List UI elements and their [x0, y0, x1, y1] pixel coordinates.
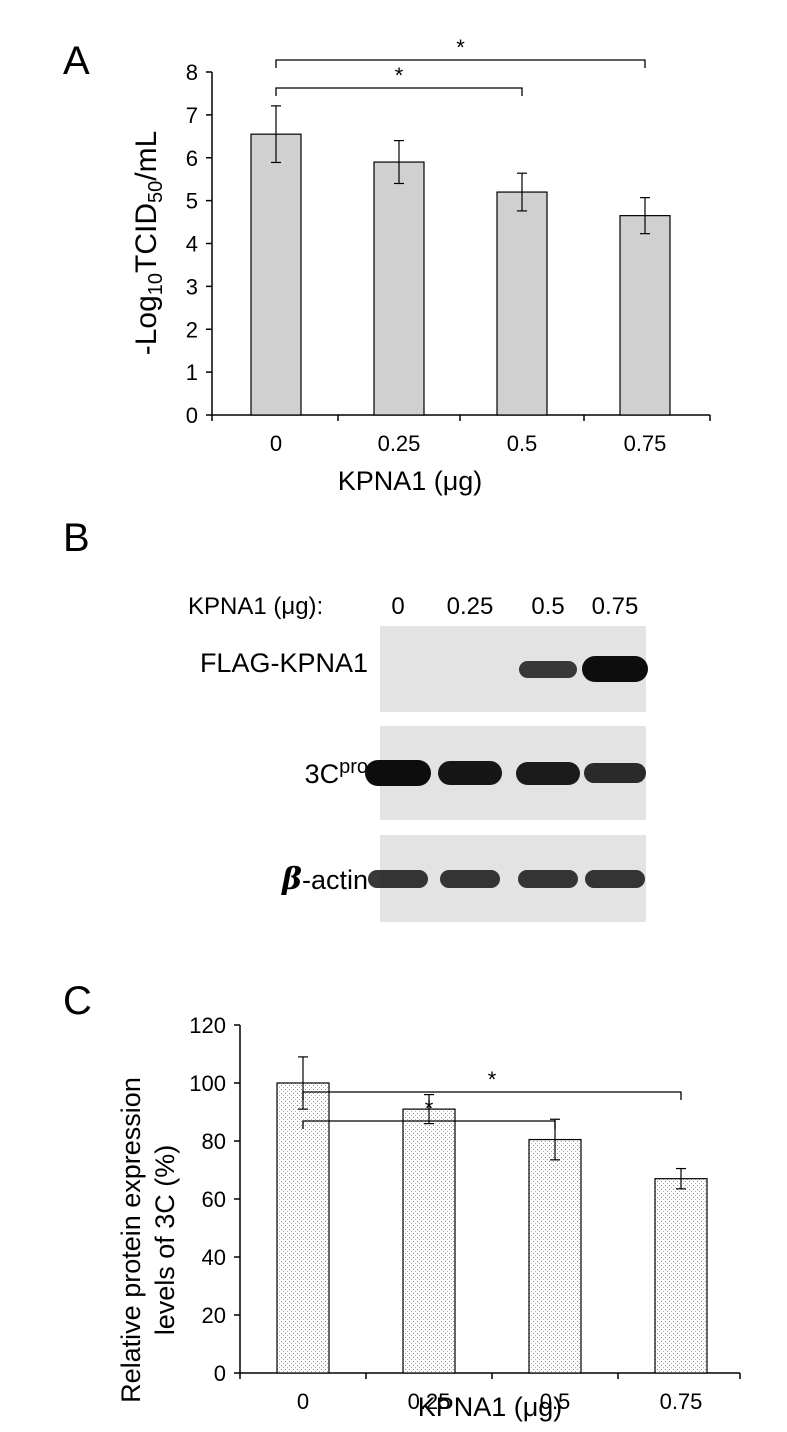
- panel-a-x-tick-label: 0: [270, 431, 282, 456]
- blot-label-3c: 3C: [304, 759, 340, 789]
- panel-a-significance-bracket: [275, 59, 646, 68]
- panel-a-y-tick-label: 5: [186, 189, 198, 214]
- panel-c-significance-star: *: [488, 1067, 497, 1092]
- panel-a-x-tick-label: 0.25: [378, 431, 421, 456]
- panel-c-bar: [402, 1108, 456, 1374]
- panel-a-bar: [619, 215, 671, 416]
- panel-c-x-tick-label: 0: [297, 1389, 309, 1414]
- y-title-line-1: Relative protein expression: [116, 1077, 146, 1403]
- lane-label-text: 0: [391, 593, 405, 620]
- panel-a-bar: [496, 191, 548, 416]
- panel-c-significance-star: *: [425, 1096, 434, 1121]
- panel-c-y-tick-label: 0: [214, 1361, 226, 1386]
- blot-band: [516, 761, 580, 785]
- panel-a-x-tick-label: 0.5: [507, 431, 538, 456]
- blot-label-actin: -actin: [301, 865, 368, 895]
- blot-flag-kpna1: [380, 626, 648, 712]
- blot-band: [518, 660, 578, 678]
- panel-c-chart: C 0 20 40 60 80 100 120 0 0.25 0.5 0.75 * * Relative…: [63, 979, 741, 1422]
- panel-c-bar: [276, 1082, 330, 1374]
- panel-c-y-tick-label: 40: [202, 1245, 226, 1270]
- y-title-log: -Log: [130, 295, 163, 355]
- blot-label-beta-actin: β-actin: [120, 862, 368, 897]
- panel-c-y-tick-label: 20: [202, 1303, 226, 1328]
- blot-band: [585, 869, 645, 888]
- panel-b-western-blot: B KPNA1 (μg): 0 0.25 0.5 0.75 FLAG-KPNA1…: [0, 510, 787, 930]
- panel-c-bar: [654, 1178, 708, 1374]
- panel-a-significance-bracket: [275, 87, 523, 96]
- panel-c-significance-bracket: [302, 1091, 682, 1100]
- y-title-tcid: TCID: [130, 203, 163, 273]
- panel-a-y-axis-title: -Log10TCID50/mL: [130, 131, 167, 356]
- panel-c-y-tick-label: 120: [189, 1013, 226, 1038]
- panel-a-y-tick-label: 1: [186, 360, 198, 385]
- y-title-sub-50: 50: [145, 181, 167, 203]
- blot-label-flag-kpna1: FLAG-KPNA1: [199, 648, 368, 678]
- panel-c-x-tick-label: 0.25: [408, 1389, 451, 1414]
- blot-band: [584, 763, 646, 783]
- panel-a-y-tick-label: 6: [186, 146, 198, 171]
- lane-label-text: 0.75: [591, 593, 639, 620]
- panel-c-bar: [528, 1138, 582, 1374]
- panel-c-y-tick-label: 100: [189, 1071, 226, 1096]
- blot-label-3cpro: 3Cpro: [120, 756, 368, 790]
- lane-label-text: 0.25: [446, 593, 494, 620]
- panel-b-letter: B: [63, 516, 90, 560]
- y-title-sub-10: 10: [145, 273, 167, 295]
- panel-c-letter: C: [63, 979, 92, 1023]
- panel-c-x-tick-label: 0.75: [660, 1389, 703, 1414]
- panel-a-bar: [250, 133, 302, 416]
- blot-header-label: KPNA1 (μg):: [188, 593, 324, 620]
- panel-a-significance-star: *: [456, 35, 465, 60]
- blot-band: [365, 760, 431, 786]
- panel-c-x-axis-title: KPNA1 (μg): [418, 1392, 563, 1422]
- panel-a-x-tick-label: 0.75: [624, 431, 667, 456]
- panel-c-x-tick-label: 0.5: [540, 1389, 571, 1414]
- panel-a-y-tick-label: 7: [186, 103, 198, 128]
- panel-a-y-tick-label: 0: [186, 403, 198, 428]
- y-title-line-2: levels of 3C (%): [150, 1145, 180, 1336]
- lane-label-text: 0.5: [531, 593, 565, 620]
- blot-label-pro-superscript: pro: [339, 756, 368, 778]
- panel-a-y-tick-label: 2: [186, 317, 198, 342]
- y-title-unit: /mL: [130, 131, 163, 181]
- panel-a-y-tick-label: 4: [186, 232, 198, 257]
- panel-a-y-tick-label: 8: [186, 60, 198, 85]
- blot-band: [582, 656, 648, 682]
- panel-c-y-tick-label: 80: [202, 1129, 226, 1154]
- blot-beta-actin: [368, 835, 646, 922]
- panel-c-y-tick-label: 60: [202, 1187, 226, 1212]
- panel-c-y-axis-title: Relative protein expression levels of 3C…: [116, 1077, 180, 1403]
- panel-a-letter: A: [63, 39, 90, 83]
- panel-a-y-tick-label: 3: [186, 274, 198, 299]
- panel-a-x-axis-title: KPNA1 (μg): [338, 466, 483, 496]
- panel-a-significance-star: *: [395, 63, 404, 88]
- panel-c-plot-area: 0 20 40 60 80 100 120 0 0.25 0.5 0.75 * *: [189, 1013, 741, 1414]
- blot-band: [440, 869, 500, 888]
- panel-a-bar: [373, 161, 425, 416]
- blot-band: [437, 761, 503, 785]
- panel-a-chart: A 0 1 2 3 4 5 6 7 8 0 0.25 0.5 0.75 * * -Log10TCID50/m…: [63, 35, 711, 496]
- blot-band: [518, 869, 578, 888]
- blot-band: [368, 869, 428, 888]
- blot-3cpro: [365, 726, 646, 820]
- blot-label-beta: β: [282, 862, 302, 897]
- panel-a-plot-area: 0 1 2 3 4 5 6 7 8 0 0.25 0.5 0.75 * *: [186, 35, 711, 456]
- panel-c-significance-bracket: [302, 1120, 556, 1129]
